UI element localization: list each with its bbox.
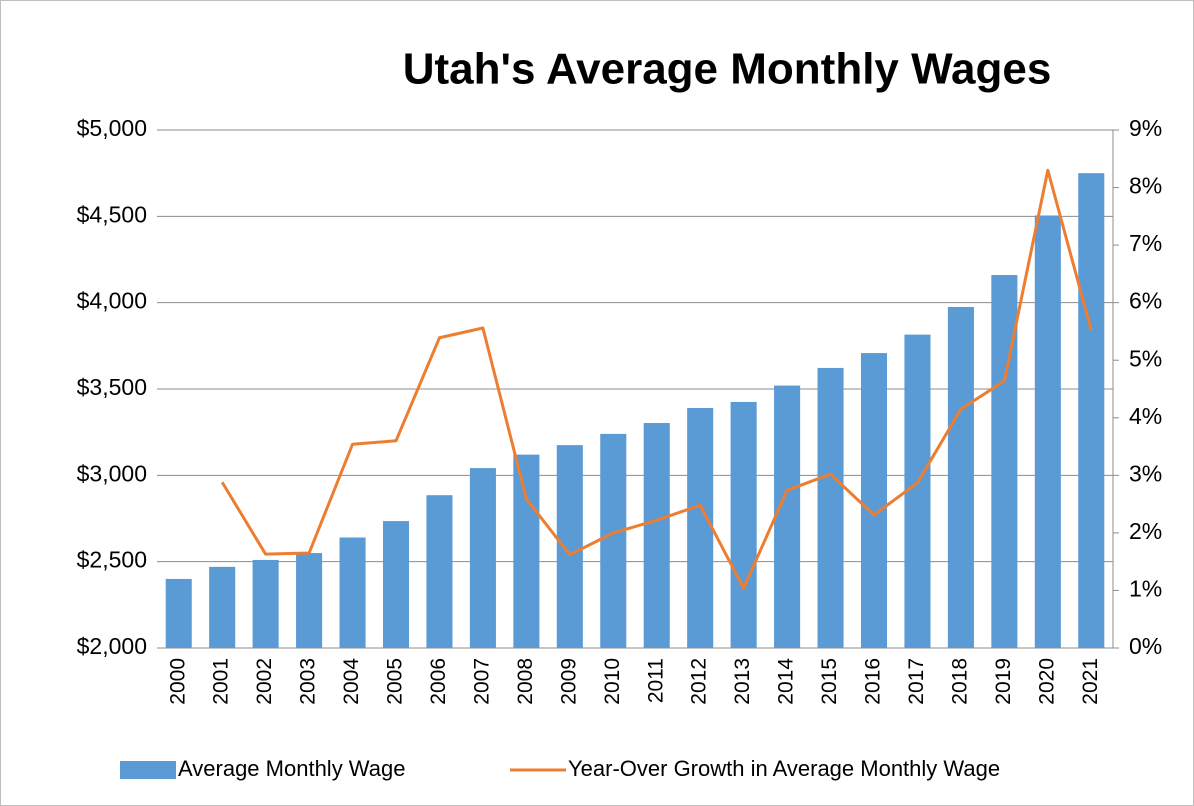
- y2-tick-label: 4%: [1129, 403, 1162, 429]
- bar: [426, 495, 453, 648]
- bar: [643, 423, 670, 648]
- bar: [687, 407, 714, 648]
- x-tick-label: 2011: [644, 658, 667, 703]
- x-tick-label: 2013: [731, 658, 754, 705]
- y2-tick-label: 6%: [1129, 288, 1162, 314]
- chart-title: Utah's Average Monthly Wages: [403, 45, 1052, 94]
- x-tick-label: 2002: [253, 658, 276, 705]
- y2-tick-label: 1%: [1129, 576, 1162, 602]
- x-tick-label: 2003: [297, 658, 320, 705]
- x-tick-label: 2021: [1079, 658, 1102, 705]
- bar: [296, 553, 323, 648]
- bar: [1034, 215, 1061, 648]
- x-tick-label: 2006: [427, 658, 450, 705]
- x-tick-label: 2014: [775, 658, 798, 705]
- bar: [860, 353, 888, 648]
- x-tick-label: 2007: [470, 658, 493, 705]
- x-tick-label: 2001: [210, 658, 233, 705]
- bar: [209, 566, 236, 648]
- x-tick-label: 2000: [166, 658, 189, 705]
- x-tick-label: 2008: [514, 658, 537, 705]
- y2-tick-label: 9%: [1129, 115, 1162, 141]
- y-tick-label: $2,500: [77, 547, 147, 573]
- legend-swatch: [120, 761, 176, 779]
- y-tick-label: $2,000: [77, 633, 147, 659]
- x-tick-label: 2012: [688, 658, 711, 705]
- x-tick-label: 2015: [818, 658, 841, 705]
- x-tick-label: 2004: [340, 658, 363, 705]
- bar: [600, 433, 627, 648]
- bar: [904, 334, 931, 648]
- y2-tick-label: 2%: [1129, 518, 1162, 544]
- bar: [252, 559, 279, 648]
- bar: [339, 537, 366, 648]
- y2-tick-label: 0%: [1129, 633, 1162, 659]
- bar: [165, 578, 192, 648]
- y-tick-label: $3,500: [77, 374, 147, 400]
- bar: [817, 367, 844, 648]
- x-tick-label: 2010: [601, 658, 624, 705]
- x-tick-label: 2009: [557, 658, 580, 705]
- bar: [556, 445, 583, 648]
- bar: [513, 454, 540, 648]
- x-tick-label: 2018: [948, 658, 971, 705]
- x-tick-label: 2005: [384, 658, 407, 705]
- bar: [1078, 173, 1105, 648]
- bar: [469, 468, 496, 648]
- line: [220, 168, 1093, 590]
- legend-label: Year-Over Growth in Average Monthly Wage: [568, 756, 1000, 781]
- legend-label: Average Monthly Wage: [178, 756, 405, 781]
- x-tick-label: 2019: [992, 658, 1015, 705]
- bar: [730, 401, 757, 648]
- bar: [382, 521, 410, 648]
- bar: [947, 306, 974, 648]
- y-tick-label: $4,000: [77, 288, 147, 314]
- y2-tick-label: 3%: [1129, 460, 1162, 486]
- y-tick-label: $4,500: [77, 201, 147, 227]
- bar: [774, 385, 801, 648]
- x-tick-label: 2017: [905, 658, 928, 705]
- x-tick-label: 2016: [862, 658, 885, 705]
- y2-tick-label: 8%: [1129, 173, 1162, 199]
- y2-tick-label: 5%: [1129, 345, 1162, 371]
- y-tick-label: $3,000: [77, 460, 147, 486]
- y2-tick-label: 7%: [1129, 230, 1162, 256]
- x-tick-label: 2020: [1035, 658, 1058, 705]
- y-tick-label: $5,000: [77, 115, 147, 141]
